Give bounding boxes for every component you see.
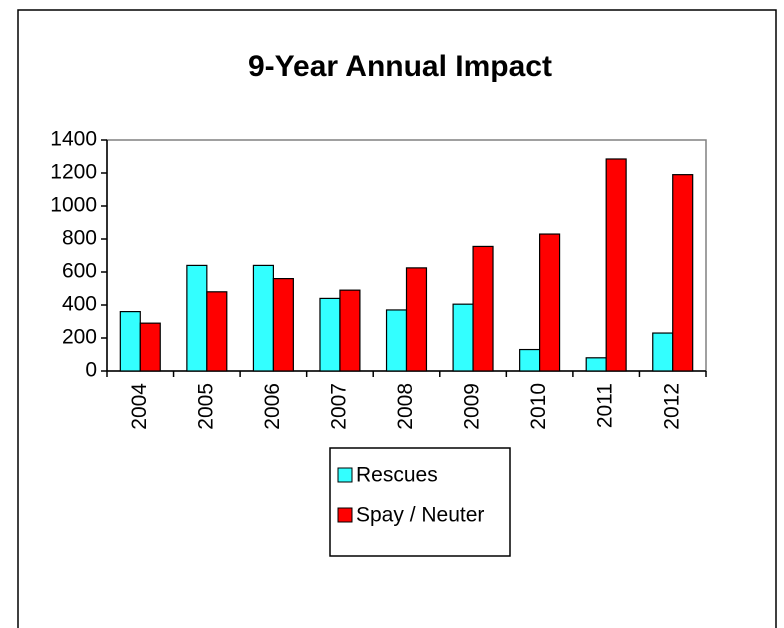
y-tick-label: 800 <box>62 227 97 250</box>
bar <box>405 267 428 372</box>
x-tick-label: 2005 <box>194 383 217 430</box>
y-tick-label: 1200 <box>50 161 97 184</box>
bar <box>452 303 474 372</box>
x-tick-label: 2007 <box>327 383 350 430</box>
y-tick-label: 400 <box>62 293 97 316</box>
legend-swatch <box>337 467 353 483</box>
x-tick-label: 2008 <box>394 383 417 430</box>
x-tick-label: 2004 <box>128 383 151 430</box>
y-tick-label: 200 <box>62 326 97 349</box>
bar <box>519 348 541 372</box>
bar <box>605 158 627 372</box>
chart-title: 9-Year Annual Impact <box>248 50 552 83</box>
bar <box>272 278 294 372</box>
y-tick-label: 1400 <box>50 128 97 151</box>
legend-swatch <box>337 507 353 523</box>
legend-label: Rescues <box>356 464 438 487</box>
bar <box>472 245 494 372</box>
bar <box>539 233 561 372</box>
bar <box>206 291 228 372</box>
legend-box <box>329 447 511 557</box>
x-tick-label: 2010 <box>527 383 550 430</box>
bar <box>652 332 674 372</box>
bar <box>385 309 408 372</box>
bar <box>319 297 341 372</box>
y-tick-label: 1000 <box>50 194 97 217</box>
x-tick-label: 2009 <box>461 383 484 430</box>
x-tick-label: 2006 <box>261 383 284 430</box>
legend-label: Spay / Neuter <box>356 504 484 527</box>
y-tick-label: 0 <box>85 359 97 382</box>
bar <box>672 174 694 372</box>
bar <box>585 357 607 372</box>
x-tick-label: 2012 <box>660 383 683 430</box>
x-tick-label: 2011 <box>594 383 617 428</box>
bar <box>119 311 141 372</box>
bar <box>186 264 208 372</box>
y-tick-label: 600 <box>62 260 97 283</box>
bar <box>252 264 274 372</box>
bar <box>139 322 161 372</box>
bar <box>339 289 361 372</box>
